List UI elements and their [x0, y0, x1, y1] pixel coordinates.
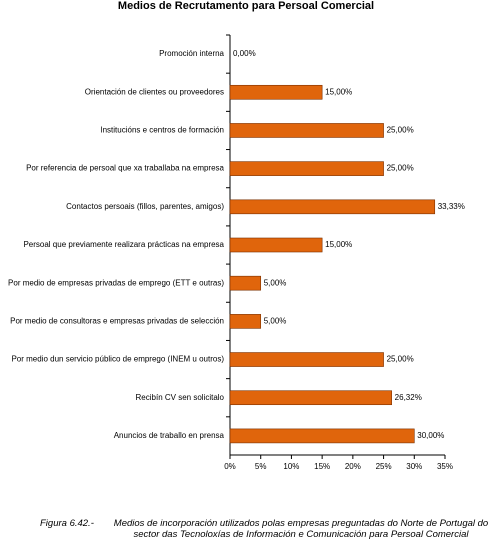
y-tick-label: Contactos persoais (fillos, parentes, am…	[66, 202, 224, 211]
y-tick-label: Promoción interna	[159, 49, 224, 58]
x-tick-label: 25%	[376, 462, 392, 471]
value-label: 15,00%	[325, 87, 352, 96]
y-tick-label: Por medio de empresas privadas de empreg…	[8, 278, 224, 287]
value-label: 25,00%	[387, 126, 414, 135]
y-tick-label: Por referencia de persoal que xa traball…	[26, 164, 224, 173]
bar	[229, 237, 323, 253]
bar	[229, 314, 262, 329]
value-label: 15,00%	[325, 240, 352, 249]
bar	[229, 199, 436, 215]
x-tick-label: 35%	[437, 462, 453, 471]
bar	[229, 428, 415, 444]
x-tick-label: 10%	[283, 462, 299, 471]
caption-text: Medios de incorporación utilizados polas…	[113, 518, 489, 540]
x-tick-label: 5%	[255, 462, 267, 471]
y-tick-label: Anuncios de traballo en prensa	[114, 431, 225, 440]
value-label: 30,00%	[417, 431, 444, 440]
chart: Medios de Recrutamento para Persoal Come…	[8, 0, 465, 471]
y-tick-label: Recibín CV sen solicitalo	[136, 393, 225, 402]
x-tick-label: 30%	[406, 462, 422, 471]
x-tick-label: 20%	[345, 462, 361, 471]
bar	[229, 161, 384, 176]
x-tick-label: 0%	[224, 462, 236, 471]
value-label: 25,00%	[387, 164, 414, 173]
chart-title: Medios de Recrutamento para Persoal Come…	[118, 0, 374, 12]
value-label: 5,00%	[264, 278, 287, 287]
value-label: 25,00%	[387, 355, 414, 364]
value-label: 33,33%	[438, 202, 465, 211]
caption-label: Figura 6.42.-	[40, 518, 94, 529]
y-tick-label: Por medio dun servicio público de empreg…	[11, 355, 224, 364]
value-label: 26,32%	[395, 393, 422, 402]
value-label: 0,00%	[233, 49, 256, 58]
bar	[229, 84, 323, 100]
bar	[229, 275, 262, 291]
y-tick-label: Por medio de consultoras e empresas priv…	[10, 316, 224, 325]
bar	[229, 123, 384, 138]
y-tick-label: Institucións e centros de formación	[100, 126, 224, 135]
bar	[229, 390, 392, 406]
value-label: 5,00%	[264, 316, 287, 325]
y-tick-label: Orientación de clientes ou proveedores	[85, 87, 224, 96]
bar	[229, 352, 384, 367]
caption: Figura 6.42.- Medios de incorporación ut…	[40, 518, 490, 540]
y-tick-label: Persoal que previamente realizara prácti…	[23, 240, 224, 249]
x-tick-label: 15%	[314, 462, 330, 471]
